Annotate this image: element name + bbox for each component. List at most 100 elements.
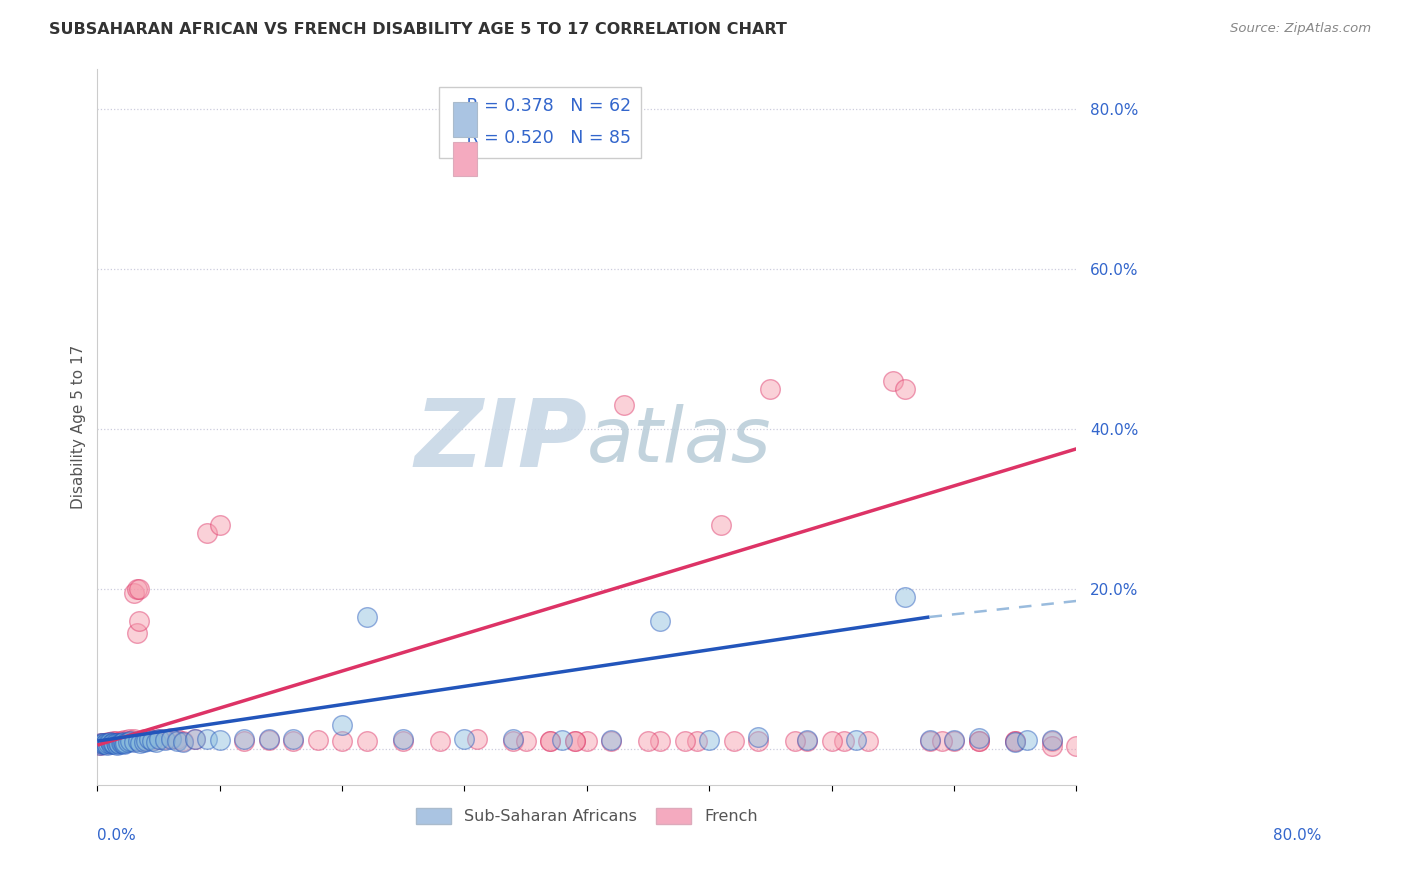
Point: [108, 737, 131, 751]
Point: [148, 731, 170, 746]
Point: [128, 582, 150, 596]
Point: [141, 734, 163, 748]
Point: [783, 734, 806, 748]
Point: [100, 737, 122, 751]
Point: [153, 732, 176, 747]
Point: [103, 734, 125, 748]
Point: [135, 733, 157, 747]
Point: [166, 734, 188, 748]
Point: [637, 734, 659, 748]
Point: [392, 734, 415, 748]
Point: [104, 736, 127, 750]
Point: [465, 732, 488, 747]
Point: [93, 737, 115, 751]
Point: [122, 586, 145, 600]
Point: [131, 734, 153, 748]
Point: [121, 734, 143, 748]
Point: [1040, 739, 1063, 753]
Point: [122, 732, 145, 747]
Legend: Sub-Saharan Africans, French: Sub-Saharan Africans, French: [409, 802, 763, 830]
Point: [138, 731, 160, 746]
Point: [1040, 734, 1063, 748]
Point: [307, 733, 329, 747]
Point: [208, 733, 231, 747]
Point: [356, 734, 378, 748]
Point: [967, 734, 990, 748]
Point: [820, 734, 842, 748]
Point: [105, 736, 128, 750]
Point: [107, 735, 129, 749]
Point: [796, 734, 818, 748]
Point: [101, 736, 124, 750]
Point: [112, 735, 135, 749]
Point: [184, 732, 207, 747]
Point: [89, 738, 111, 752]
Point: [918, 733, 941, 747]
Point: [747, 734, 769, 748]
Point: [832, 734, 855, 748]
Point: [153, 733, 176, 747]
Point: [115, 734, 138, 748]
Point: [91, 737, 114, 751]
Point: [1004, 735, 1026, 749]
Point: [103, 736, 125, 750]
Point: [110, 734, 132, 748]
Point: [283, 731, 305, 746]
Point: [197, 732, 219, 747]
Point: [96, 736, 118, 750]
Point: [90, 736, 112, 750]
Point: [233, 734, 256, 748]
Point: [1017, 733, 1039, 747]
Point: [600, 733, 623, 747]
Point: [356, 610, 378, 624]
Point: [148, 731, 170, 746]
Point: [112, 733, 135, 747]
Point: [159, 731, 181, 746]
Point: [101, 736, 124, 750]
Text: Source: ZipAtlas.com: Source: ZipAtlas.com: [1230, 22, 1371, 36]
Point: [697, 733, 720, 747]
Point: [172, 734, 194, 748]
Point: [894, 590, 917, 604]
Text: R = 0.378   N = 62
   R = 0.520   N = 85: R = 0.378 N = 62 R = 0.520 N = 85: [450, 97, 631, 147]
Point: [1004, 734, 1026, 748]
Point: [943, 734, 966, 748]
Point: [129, 736, 152, 750]
Point: [145, 735, 167, 749]
Point: [575, 734, 598, 748]
Point: [650, 614, 672, 628]
Point: [96, 738, 118, 752]
Point: [882, 374, 904, 388]
Point: [564, 734, 586, 748]
Text: 0.0%: 0.0%: [97, 828, 136, 843]
Point: [111, 735, 134, 749]
Point: [93, 737, 115, 751]
Point: [117, 735, 139, 749]
Point: [538, 734, 561, 748]
Point: [98, 736, 121, 750]
Text: SUBSAHARAN AFRICAN VS FRENCH DISABILITY AGE 5 TO 17 CORRELATION CHART: SUBSAHARAN AFRICAN VS FRENCH DISABILITY …: [49, 22, 787, 37]
Point: [97, 735, 120, 749]
Point: [166, 732, 188, 747]
Point: [858, 734, 880, 748]
Point: [197, 525, 219, 540]
Point: [118, 732, 141, 747]
Point: [538, 734, 561, 748]
Point: [184, 732, 207, 747]
Point: [392, 732, 415, 747]
Point: [515, 734, 537, 748]
Point: [845, 733, 868, 747]
Point: [650, 734, 672, 748]
Point: [103, 737, 125, 751]
Point: [1004, 734, 1026, 748]
Point: [283, 734, 305, 748]
Text: atlas: atlas: [586, 404, 772, 478]
FancyBboxPatch shape: [453, 103, 477, 136]
Point: [93, 736, 115, 750]
Point: [110, 736, 132, 750]
Point: [429, 734, 451, 748]
Point: [931, 734, 953, 748]
Point: [132, 735, 155, 749]
Point: [97, 736, 120, 750]
Point: [90, 736, 112, 750]
